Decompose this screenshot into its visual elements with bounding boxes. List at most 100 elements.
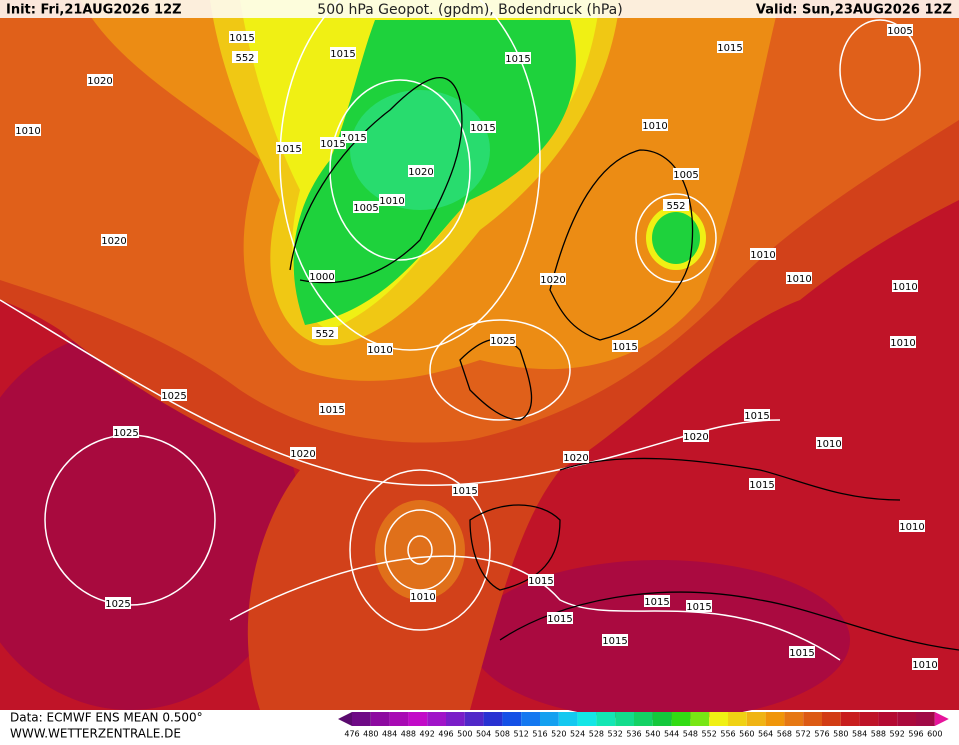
label-box: [642, 119, 668, 131]
isobar-label: 552: [235, 53, 254, 64]
isobar-label: 1015: [341, 133, 366, 144]
colorbar-label: 532: [608, 730, 623, 739]
data-source: Data: ECMWF ENS MEAN 0.500°: [10, 711, 203, 725]
isobar-label: 1015: [717, 43, 742, 54]
colorbar-bin: [540, 712, 559, 726]
label-box: [367, 343, 393, 355]
label-box: [341, 131, 367, 143]
isobar-label: 1015: [528, 576, 553, 587]
europe-coast: [559, 457, 901, 501]
isobar-label: 1025: [161, 391, 186, 402]
africa-coast: [499, 591, 959, 651]
isobar-label: 1015: [276, 144, 301, 155]
label-box: [161, 389, 187, 401]
isobar-label: 1015: [470, 123, 495, 134]
label-box: [683, 430, 709, 442]
label-box: [330, 47, 356, 59]
isobar-label: 1025: [105, 599, 130, 610]
isobar: [229, 555, 841, 661]
isobars: [0, 0, 921, 661]
colorbar-bin: [464, 712, 484, 726]
isobar-label: 1025: [113, 428, 138, 439]
colorbar-label: 496: [438, 730, 453, 739]
label-box: [892, 280, 918, 292]
isobar-label: 1020: [563, 453, 588, 464]
isobar: [635, 193, 717, 283]
label-box: [290, 447, 316, 459]
colorbar-bin: [446, 712, 465, 726]
label-box: [612, 340, 638, 352]
colorbar-bin: [840, 712, 860, 726]
colorbar-label: 560: [739, 730, 754, 739]
colorbar-bin: [859, 712, 879, 726]
isobar-label: 1010: [890, 338, 915, 349]
warm-region: [470, 560, 850, 720]
colorbar-bin: [352, 712, 371, 726]
colorbar-bin: [427, 712, 446, 726]
isobar-label: 1020: [101, 236, 126, 247]
colorbar-bin: [728, 712, 747, 726]
colorbar-label: 556: [720, 730, 735, 739]
label-box: [15, 124, 41, 136]
colorbar-bin: [784, 712, 804, 726]
colorbar-bin: [634, 712, 653, 726]
isobar: [279, 0, 541, 351]
colorbar-bin: [370, 712, 390, 726]
colorbar-label: 568: [777, 730, 792, 739]
label-box: [673, 168, 699, 180]
isobar-label: 1015: [452, 486, 477, 497]
iberia-coast: [469, 504, 561, 591]
colorbar-label: 576: [814, 730, 829, 739]
label-box: [312, 327, 338, 339]
label-box: [563, 451, 589, 463]
label-box: [749, 478, 775, 490]
isobar: [407, 535, 433, 565]
label-box: [320, 137, 346, 149]
colorbar-label: 512: [514, 730, 529, 739]
isobar-label: 1025: [490, 336, 515, 347]
isobar-label: 1010: [750, 250, 775, 261]
isobar-label: 1020: [87, 76, 112, 87]
label-box: [353, 201, 379, 213]
colorbar-bin: [746, 712, 766, 726]
colorbar-label: 580: [833, 730, 848, 739]
label-box: [899, 520, 925, 532]
colorbar-bin: [483, 712, 503, 726]
label-box: [887, 24, 913, 36]
isobar-labels: 1015 552 1015 1015 1015 1005 1020 1010 1015 1015 1…: [15, 24, 938, 671]
colorbar-arrow: [934, 712, 949, 726]
isobar-label: 1015: [686, 602, 711, 613]
colorbar-arrow: [338, 712, 352, 726]
label-box: [87, 74, 113, 86]
valid-time: Valid: Sun,23AUG2026 12Z: [756, 3, 952, 18]
colorbar-label: 584: [852, 730, 867, 739]
colorbar-label: 528: [589, 730, 604, 739]
label-box: [816, 437, 842, 449]
label-box: [113, 426, 139, 438]
colorbar-label: 596: [908, 730, 923, 739]
colorbar-label: 516: [532, 730, 547, 739]
isobar-label: 1010: [899, 522, 924, 533]
label-box: [470, 121, 496, 133]
colorbar-label: 572: [796, 730, 811, 739]
label-box: [408, 165, 434, 177]
colorbar-bin: [521, 712, 540, 726]
label-box: [232, 51, 258, 63]
colorbar-label: 536: [626, 730, 641, 739]
colorbar-bin: [615, 712, 634, 726]
isobar-label: 1005: [673, 170, 698, 181]
colorbar-label: 548: [683, 730, 698, 739]
isobar-label: 552: [315, 329, 334, 340]
colorbar-label: 564: [758, 730, 773, 739]
label-box: [890, 336, 916, 348]
colorbar-label: 540: [645, 730, 660, 739]
label-box: [644, 595, 670, 607]
colorbar-bin: [709, 712, 728, 726]
isobar-label: 1010: [15, 126, 40, 137]
isobar: [839, 19, 921, 121]
colorbar-bin: [502, 712, 522, 726]
colorbar-label: 520: [551, 730, 566, 739]
colorbar-label: 588: [871, 730, 886, 739]
label-box: [912, 658, 938, 670]
colorbar-label: 500: [457, 730, 472, 739]
